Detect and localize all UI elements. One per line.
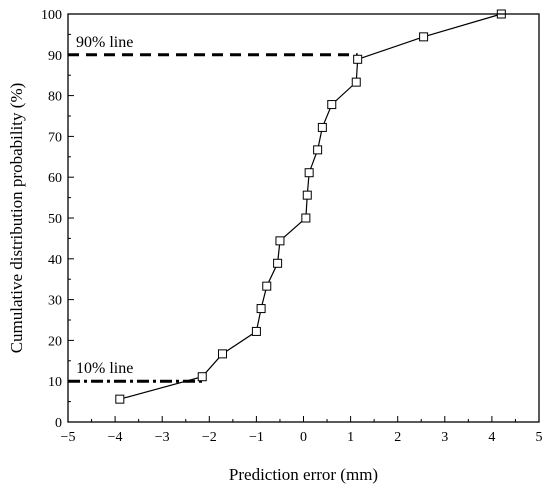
cdf-data-point <box>273 258 283 268</box>
cdf-data-point <box>317 122 327 132</box>
y-tick-label: 10 <box>48 375 62 390</box>
cdf-data-point <box>313 145 323 155</box>
y-tick-label: 80 <box>48 90 62 105</box>
x-axis-title: Prediction error (mm) <box>229 465 378 484</box>
x-tick-label: −2 <box>202 430 217 445</box>
y-tick-label: 70 <box>48 130 62 145</box>
cdf-data-point <box>353 54 363 64</box>
cdf-data-point <box>419 32 429 42</box>
series-layer <box>115 9 506 404</box>
cdf-data-point <box>197 372 207 382</box>
ten-percent-label: 10% line <box>76 360 133 377</box>
cdf-data-point <box>262 281 272 291</box>
x-tick-label: −5 <box>61 430 76 445</box>
cdf-data-point <box>251 326 261 336</box>
x-tick-label: 4 <box>488 430 495 445</box>
y-axis-title: Cumulative distribution probability (%) <box>7 83 26 354</box>
y-tick-label: 60 <box>48 171 62 186</box>
x-tick-label: 5 <box>536 430 543 445</box>
y-tick-label: 40 <box>48 253 62 268</box>
y-tick-label: 30 <box>48 294 62 309</box>
ninety-percent-label: 90% line <box>76 34 133 51</box>
x-tick-label: −1 <box>249 430 264 445</box>
plot-frame <box>67 13 540 423</box>
cdf-data-point <box>275 236 285 246</box>
cdf-series-line <box>119 13 502 400</box>
y-tick-label: 100 <box>41 8 62 23</box>
cdf-data-point <box>304 168 314 178</box>
x-tick-label: 0 <box>300 430 307 445</box>
y-tick-label: 20 <box>48 334 62 349</box>
cdf-data-point <box>217 349 227 359</box>
x-tick-label: −3 <box>155 430 170 445</box>
y-tick-label: 90 <box>48 49 62 64</box>
cdf-data-point <box>256 304 266 314</box>
x-tick-label: −4 <box>108 430 123 445</box>
reference-lines: 90% line 10% line <box>68 34 358 383</box>
cdf-data-point <box>302 190 312 200</box>
cdf-data-point <box>327 100 337 110</box>
cdf-data-point <box>115 394 125 404</box>
cdf-data-point <box>351 77 361 87</box>
y-tick-label: 50 <box>48 212 62 227</box>
x-tick-label: 3 <box>441 430 448 445</box>
cdf-data-point <box>301 213 311 223</box>
x-tick-label: 1 <box>347 430 354 445</box>
x-tick-label: 2 <box>394 430 401 445</box>
y-tick-label: 0 <box>55 416 62 431</box>
